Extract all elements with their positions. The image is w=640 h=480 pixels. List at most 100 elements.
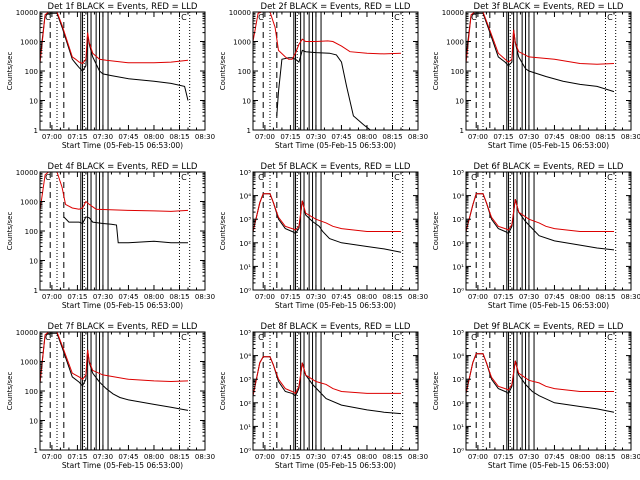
y-tick-label: 10¹	[452, 263, 464, 271]
plot-area	[40, 172, 191, 290]
y-axis-label: Counts/sec	[6, 52, 14, 91]
series-line-events	[466, 193, 615, 251]
x-tick-label: 07:45	[118, 293, 138, 301]
plot-frame	[39, 171, 206, 291]
legend-marker: C	[394, 13, 400, 22]
legend-marker: C	[45, 173, 51, 182]
chart-title: Det 8f BLACK = Events, RED = LLD	[261, 322, 411, 332]
x-tick-label: 08:00	[357, 453, 377, 461]
y-tick-label: 10000	[16, 329, 38, 337]
x-tick-label: 08:15	[169, 453, 189, 461]
legend-marker: C	[471, 13, 477, 22]
x-axis-label: Start Time (05-Feb-15 06:53:00)	[62, 301, 183, 310]
x-tick-label: 07:45	[331, 453, 351, 461]
y-tick-label: 10	[29, 98, 38, 106]
series-line-events	[63, 216, 188, 244]
x-tick-label: 07:30	[306, 293, 326, 301]
series-line-lld	[253, 193, 401, 232]
x-tick-label: 08:30	[195, 453, 215, 461]
y-tick-label: 10	[29, 418, 38, 426]
plot-area	[40, 12, 191, 130]
x-axis-label: Start Time (05-Feb-15 06:53:00)	[488, 461, 609, 470]
x-tick-label: 07:30	[519, 453, 539, 461]
plot-area	[466, 12, 617, 130]
y-tick-label: 10000	[16, 169, 38, 177]
chart-title: Det 6f BLACK = Events, RED = LLD	[474, 162, 624, 172]
x-axis-label: Start Time (05-Feb-15 06:53:00)	[275, 141, 396, 150]
y-tick-label: 1	[247, 127, 251, 135]
y-tick-label: 100	[25, 388, 38, 396]
y-tick-label: 10⁴	[452, 193, 464, 201]
x-axis-label: Start Time (05-Feb-15 06:53:00)	[488, 141, 609, 150]
y-tick-label: 1000	[446, 39, 464, 47]
y-tick-label: 100	[25, 228, 38, 236]
x-tick-label: 08:30	[621, 133, 640, 141]
chart-panel-6: Det 6f BLACK = Events, RED = LLD Counts/s…	[432, 162, 640, 310]
plot-area	[40, 332, 191, 450]
x-tick-label: 07:30	[519, 133, 539, 141]
x-tick-label: 07:00	[42, 133, 62, 141]
y-axis-label: Counts/sec	[219, 52, 227, 91]
x-tick-label: 07:30	[93, 293, 113, 301]
series-line-lld	[253, 356, 401, 396]
y-axis-label: Counts/sec	[432, 52, 440, 91]
legend-marker: C	[45, 13, 51, 22]
x-tick-label: 08:30	[621, 453, 640, 461]
y-tick-label: 100	[238, 68, 251, 76]
y-tick-label: 1	[34, 287, 38, 295]
y-axis-label: Counts/sec	[6, 212, 14, 251]
y-tick-label: 10⁰	[239, 447, 251, 455]
x-tick-label: 08:15	[382, 293, 402, 301]
legend-marker: C	[258, 173, 264, 182]
y-tick-label: 10²	[452, 240, 464, 248]
chart-panel-1: Det 1f BLACK = Events, RED = LLD Counts/s…	[6, 2, 215, 150]
y-tick-label: 10³	[452, 376, 464, 384]
legend-marker: C	[394, 173, 400, 182]
x-tick-label: 07:45	[544, 293, 564, 301]
x-tick-label: 07:30	[306, 453, 326, 461]
y-tick-label: 10⁵	[239, 329, 251, 337]
y-tick-label: 10000	[442, 9, 464, 17]
x-tick-label: 07:00	[468, 293, 488, 301]
legend-marker: C	[258, 13, 264, 22]
x-tick-label: 08:30	[408, 133, 428, 141]
x-tick-label: 08:30	[621, 293, 640, 301]
y-tick-label: 10¹	[452, 423, 464, 431]
x-tick-label: 07:15	[280, 293, 300, 301]
x-axis-label: Start Time (05-Feb-15 06:53:00)	[62, 141, 183, 150]
x-tick-label: 07:15	[280, 133, 300, 141]
y-tick-label: 10⁰	[452, 447, 464, 455]
y-tick-label: 1000	[20, 39, 38, 47]
y-tick-label: 100	[451, 68, 464, 76]
plot-frame	[39, 11, 206, 131]
y-tick-label: 1000	[20, 199, 38, 207]
x-tick-label: 07:45	[331, 293, 351, 301]
y-tick-label: 10⁴	[239, 193, 251, 201]
y-tick-label: 10²	[452, 400, 464, 408]
x-tick-label: 07:15	[67, 453, 87, 461]
x-tick-label: 08:30	[195, 133, 215, 141]
chart-title: Det 2f BLACK = Events, RED = LLD	[261, 2, 411, 12]
x-tick-label: 07:00	[255, 453, 275, 461]
x-tick-label: 07:30	[93, 453, 113, 461]
x-axis-label: Start Time (05-Feb-15 06:53:00)	[275, 461, 396, 470]
y-tick-label: 10⁵	[239, 169, 251, 177]
x-tick-label: 07:00	[468, 133, 488, 141]
series-line-lld	[253, 12, 402, 60]
series-line-lld	[40, 12, 189, 65]
plot-area	[466, 332, 617, 450]
chart-panel-5: Det 5f BLACK = Events, RED = LLD Counts/s…	[219, 162, 428, 310]
x-tick-label: 08:00	[144, 293, 164, 301]
chart-panel-9: Det 9f BLACK = Events, RED = LLD Counts/s…	[432, 322, 640, 470]
legend-marker: C	[181, 333, 187, 342]
x-tick-label: 08:30	[408, 293, 428, 301]
x-tick-label: 07:45	[544, 453, 564, 461]
y-tick-label: 10⁵	[452, 169, 464, 177]
y-tick-label: 10⁵	[452, 329, 464, 337]
chart-panel-4: Det 4f BLACK = Events, RED = LLD Counts/s…	[6, 162, 215, 310]
plot-frame	[465, 11, 632, 131]
plot-frame	[465, 171, 632, 291]
y-tick-label: 10³	[452, 216, 464, 224]
series-line-lld	[466, 193, 614, 232]
y-tick-label: 1	[34, 447, 38, 455]
